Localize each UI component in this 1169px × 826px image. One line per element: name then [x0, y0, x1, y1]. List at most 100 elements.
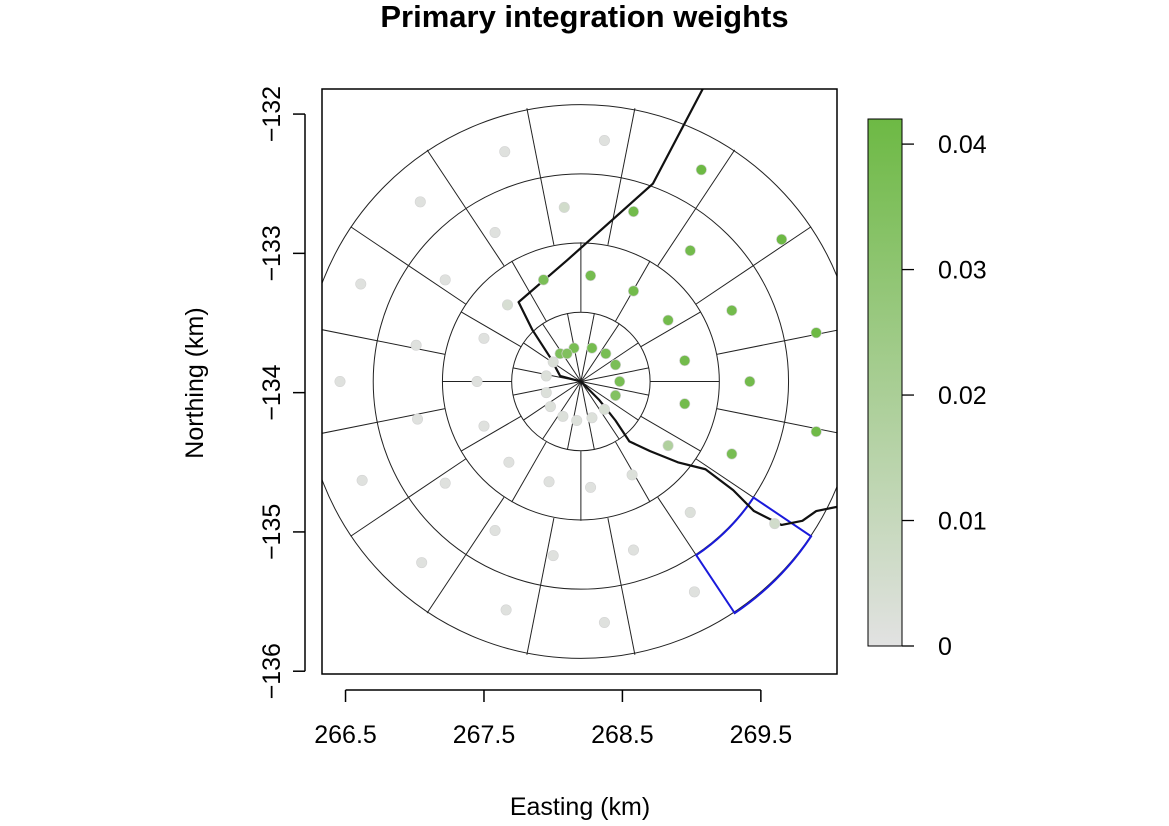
- weight-point-16: [561, 348, 573, 360]
- weight-point-55: [500, 604, 512, 616]
- boundary-line: [517, 89, 837, 527]
- weight-point-24: [585, 481, 597, 493]
- weight-point-23: [626, 469, 638, 481]
- grid-sector-line: [460, 311, 522, 348]
- weight-point-57: [356, 474, 368, 486]
- grid-sector-line: [511, 441, 547, 503]
- grid-sector-line: [640, 415, 702, 452]
- grid-sector-line: [523, 381, 582, 421]
- weight-point-38: [627, 544, 639, 556]
- weight-point-6: [614, 375, 626, 387]
- grid-sector-line: [460, 415, 522, 452]
- grid-sector-line: [377, 408, 446, 423]
- grid-sector-line: [640, 311, 702, 348]
- y-tick-label: −134: [258, 364, 286, 420]
- weight-point-12: [544, 401, 556, 413]
- boundary-line-layer: [517, 89, 837, 527]
- y-axis: −132 −133 −134 −135 −136: [258, 86, 306, 699]
- colorbar: 0 0.01 0.02 0.03 0.04: [867, 118, 987, 661]
- x-axis-label: Easting (km): [510, 793, 650, 821]
- weight-point-48: [695, 164, 707, 176]
- grid-sector-line: [407, 458, 467, 498]
- weight-point-21: [679, 398, 691, 410]
- chart-title: Primary integration weights: [380, 0, 789, 34]
- colorbar-tick-label: 0.01: [938, 508, 987, 536]
- y-tick-label: −133: [258, 225, 286, 281]
- weight-point-20: [679, 355, 691, 367]
- colorbar-tick-label: 0.04: [938, 131, 987, 159]
- grid-sector-line: [716, 340, 785, 355]
- weight-point-30: [502, 299, 514, 311]
- weight-point-36: [726, 448, 738, 460]
- weight-point-47: [598, 135, 610, 147]
- weight-point-53: [688, 586, 700, 598]
- weight-point-19: [662, 314, 674, 326]
- grid-sector-line: [542, 381, 582, 440]
- weight-point-22: [662, 440, 674, 452]
- weight-point-60: [414, 196, 426, 208]
- weight-point-39: [547, 550, 559, 562]
- grid-sector-line: [620, 108, 636, 177]
- grid-sector-line: [566, 381, 582, 450]
- grid-sector-line: [511, 260, 547, 322]
- x-tick-label: 266.5: [314, 721, 377, 749]
- grid-sector-line: [580, 367, 649, 382]
- plot-area: [322, 89, 837, 659]
- colorbar-tick-label: 0: [938, 633, 952, 661]
- weight-point-17: [585, 270, 597, 282]
- weight-point-8: [598, 403, 610, 415]
- weight-point-43: [410, 339, 422, 351]
- grid-sector-line: [580, 381, 649, 396]
- grid-sector-line: [657, 207, 697, 266]
- weight-point-9: [586, 412, 598, 424]
- grid-sector-line: [322, 421, 378, 434]
- grid-sector-line: [350, 226, 409, 266]
- weight-point-7: [609, 389, 621, 401]
- grid-sector-line: [580, 323, 620, 382]
- grid-sector-line: [695, 265, 754, 305]
- weight-point-61: [499, 146, 511, 158]
- weight-point-27: [478, 420, 490, 432]
- grid-sector-line: [753, 226, 812, 266]
- weight-point-51: [810, 426, 822, 438]
- grid-sector-line: [539, 518, 555, 587]
- weight-point-3: [586, 342, 598, 354]
- grid-sector-line: [426, 149, 466, 209]
- weight-point-11: [557, 410, 569, 422]
- weight-point-52: [769, 518, 781, 530]
- grid-sector-line: [526, 108, 541, 177]
- weight-point-35: [744, 375, 756, 387]
- grid-sector-line: [580, 381, 639, 421]
- grid-sector-line: [407, 265, 467, 305]
- weight-point-58: [334, 375, 346, 387]
- plot-frame: [321, 88, 838, 675]
- grid-sector-line: [620, 586, 636, 655]
- y-tick-label: −135: [258, 504, 286, 560]
- weight-point-54: [598, 616, 610, 628]
- weight-point-25: [543, 476, 555, 488]
- grid-sector-line: [539, 176, 555, 245]
- x-tick-label: 269.5: [730, 721, 793, 749]
- weight-point-45: [489, 226, 501, 238]
- y-tick-label: −132: [258, 86, 286, 142]
- y-tick-label: −136: [258, 643, 286, 699]
- weight-points: [334, 135, 822, 628]
- weight-point-13: [540, 387, 552, 399]
- grid-sector-line: [695, 149, 736, 209]
- weight-point-37: [684, 506, 696, 518]
- weight-point-33: [684, 245, 696, 257]
- weight-point-46: [558, 201, 570, 213]
- grid-sector-line: [607, 176, 622, 245]
- x-axis: 266.5 267.5 268.5 269.5: [314, 689, 793, 749]
- weight-point-49: [776, 233, 788, 245]
- x-tick-label: 267.5: [453, 721, 516, 749]
- weight-point-32: [627, 206, 639, 218]
- grid-sector-line: [465, 207, 505, 266]
- colorbar-tick-label: 0.02: [938, 382, 987, 410]
- colorbar-gradient: [867, 118, 903, 647]
- grid-ring-4: [322, 104, 837, 659]
- weight-point-14: [540, 370, 552, 382]
- weight-point-59: [355, 278, 367, 290]
- weight-point-18: [627, 285, 639, 297]
